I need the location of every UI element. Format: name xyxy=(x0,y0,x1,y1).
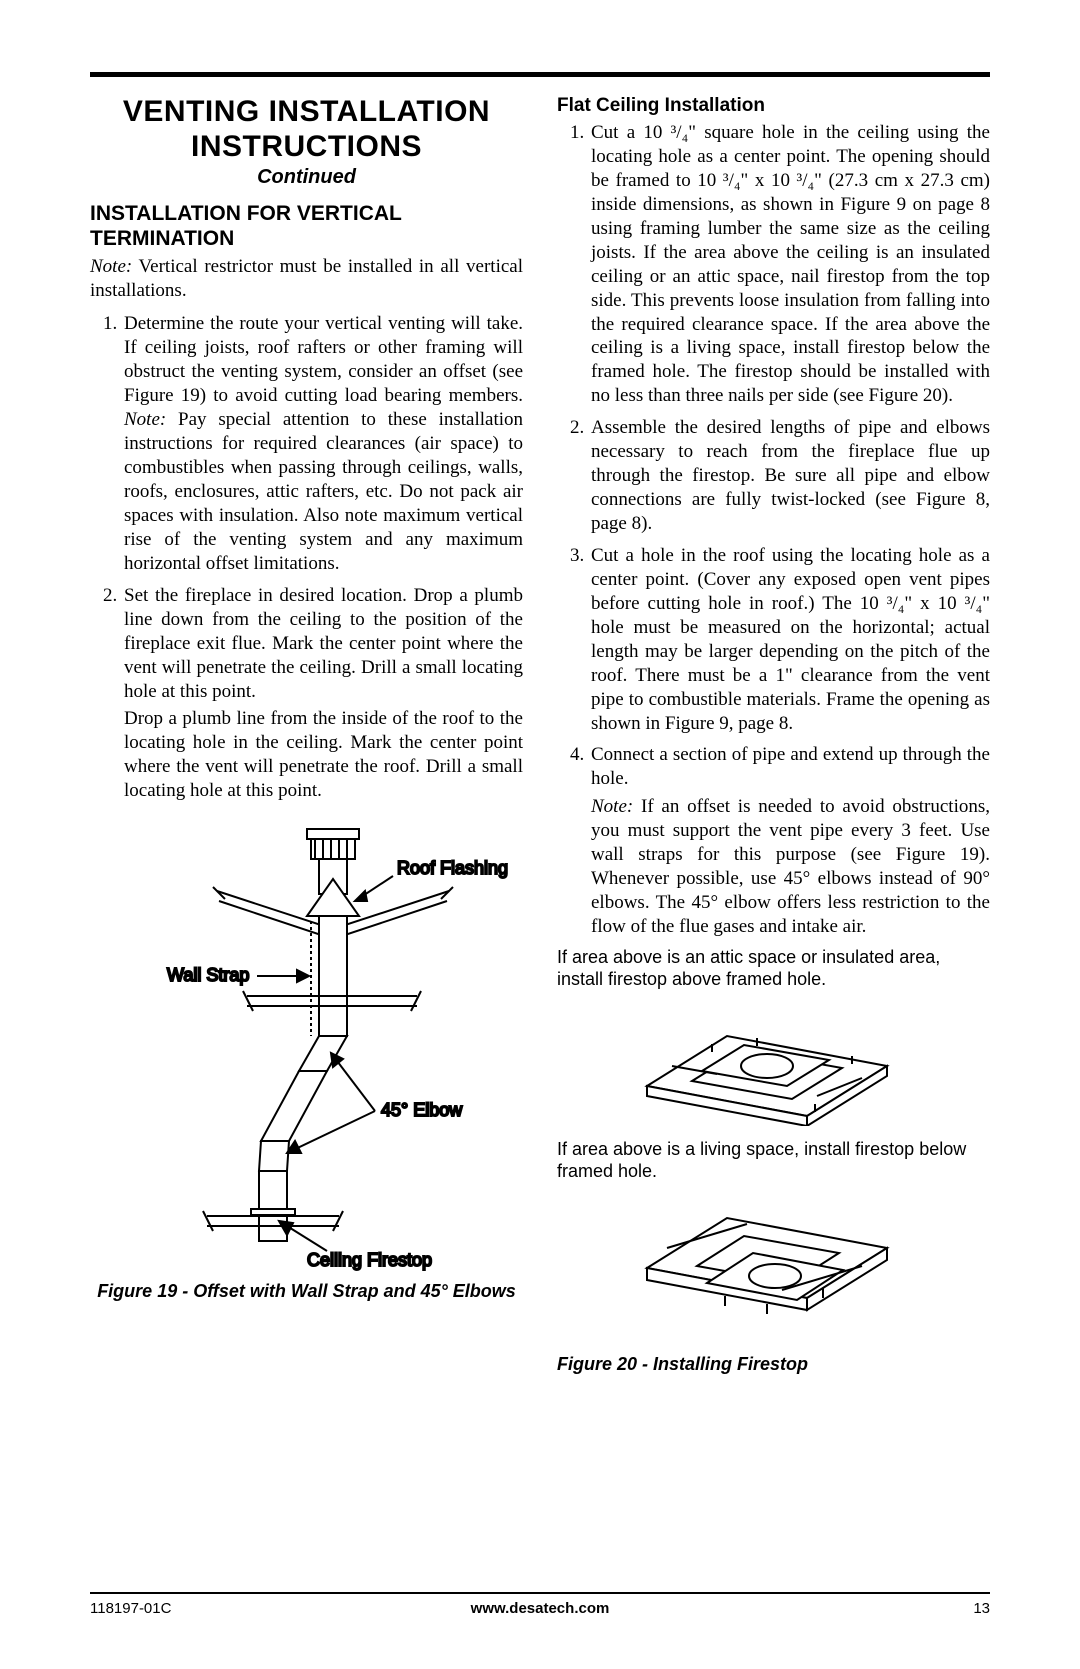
section-title: INSTALLATION FOR VERTICAL TERMINATION xyxy=(90,201,523,251)
figure-19-svg: Roof Flashing Wall Strap 45° Elbow xyxy=(97,821,517,1271)
continued-label: Continued xyxy=(90,166,523,189)
right-steps: Cut a 10 ³/₄" square hole in the ceiling… xyxy=(557,121,990,939)
right-step-3: Cut a hole in the roof using the locatin… xyxy=(589,544,990,736)
label-wall-strap: Wall Strap xyxy=(167,965,249,985)
main-title: VENTING INSTALLATION INSTRUCTIONS xyxy=(90,95,523,164)
left-step-2: Set the fireplace in desired location. D… xyxy=(122,584,523,803)
firestop-above-svg xyxy=(607,996,917,1126)
figure-19-caption: Figure 19 - Offset with Wall Strap and 4… xyxy=(97,1281,516,1303)
note-label-2: Note: xyxy=(591,796,633,817)
label-roof-flashing: Roof Flashing xyxy=(397,858,508,878)
note-label: Note: xyxy=(90,256,132,277)
flat-ceiling-title: Flat Ceiling Installation xyxy=(557,95,990,117)
right-step-4-note: Note: If an offset is needed to avoid ob… xyxy=(591,795,990,939)
right-column: Flat Ceiling Installation Cut a 10 ³/₄" … xyxy=(557,95,990,1376)
left-step-2-text: Set the fireplace in desired location. D… xyxy=(124,585,523,702)
figure-19: Roof Flashing Wall Strap 45° Elbow xyxy=(90,821,523,1303)
vertical-note: Note: Vertical restrictor must be instal… xyxy=(90,255,523,302)
right-step-2: Assemble the desired lengths of pipe and… xyxy=(589,416,990,536)
title-line-2: INSTRUCTIONS xyxy=(191,130,422,163)
footer-url: www.desatech.com xyxy=(90,1600,990,1617)
footer-page-number: 13 xyxy=(973,1600,990,1617)
label-elbow: 45° Elbow xyxy=(381,1100,463,1120)
two-column-layout: VENTING INSTALLATION INSTRUCTIONS Contin… xyxy=(90,95,990,1376)
left-step-1-text: Determine the route your vertical ventin… xyxy=(124,313,523,573)
note-text: Vertical restrictor must be installed in… xyxy=(90,256,523,301)
footer-doc-id: 118197-01C xyxy=(90,1600,171,1617)
helper-text-2: If area above is a living space, install… xyxy=(557,1139,990,1182)
label-ceiling-firestop: Ceiling Firestop xyxy=(307,1250,432,1270)
footer: 118197-01C www.desatech.com 13 xyxy=(90,1592,990,1617)
left-step-2-cont: Drop a plumb line from the inside of the… xyxy=(124,707,523,803)
right-step-1: Cut a 10 ³/₄" square hole in the ceiling… xyxy=(589,121,990,408)
figure-20-caption: Figure 20 - Installing Firestop xyxy=(557,1354,990,1376)
firestop-below-svg xyxy=(607,1188,917,1333)
page: VENTING INSTALLATION INSTRUCTIONS Contin… xyxy=(0,0,1080,1669)
right-step-4: Connect a section of pipe and extend up … xyxy=(589,743,990,939)
left-step-1: Determine the route your vertical ventin… xyxy=(122,312,523,575)
left-column: VENTING INSTALLATION INSTRUCTIONS Contin… xyxy=(90,95,523,1376)
title-line-1: VENTING INSTALLATION xyxy=(123,95,490,128)
left-steps: Determine the route your vertical ventin… xyxy=(90,312,523,803)
helper-text-1: If area above is an attic space or insul… xyxy=(557,947,990,990)
top-rule xyxy=(90,72,990,77)
